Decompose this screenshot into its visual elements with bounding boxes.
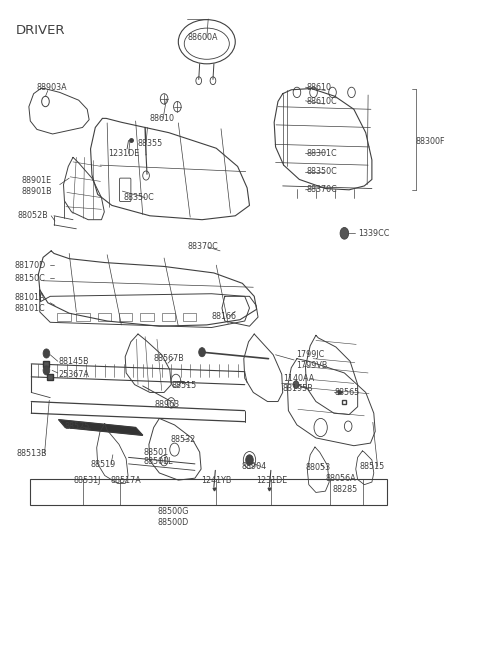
- Text: 88285: 88285: [333, 485, 358, 494]
- Bar: [119, 313, 132, 321]
- Bar: [183, 313, 196, 321]
- Text: 1339CC: 1339CC: [358, 229, 389, 238]
- Text: 88515: 88515: [360, 462, 385, 471]
- Text: 88525: 88525: [64, 422, 90, 432]
- Text: 88501L: 88501L: [143, 457, 173, 466]
- Text: 88300F: 88300F: [416, 138, 445, 146]
- Text: 88301C: 88301C: [306, 149, 337, 158]
- Text: 88195B: 88195B: [283, 384, 313, 393]
- Circle shape: [43, 365, 50, 375]
- Text: 88903A: 88903A: [37, 83, 68, 92]
- Polygon shape: [59, 420, 143, 436]
- Circle shape: [43, 349, 50, 358]
- Text: 1231DE: 1231DE: [256, 476, 288, 485]
- Text: 88904: 88904: [242, 462, 267, 471]
- Bar: [76, 313, 90, 321]
- Text: 1799VB: 1799VB: [296, 361, 327, 369]
- Text: 88370C: 88370C: [188, 242, 218, 252]
- Text: 88567B: 88567B: [154, 354, 184, 362]
- Text: 88355: 88355: [138, 139, 163, 147]
- Bar: [57, 313, 71, 321]
- Bar: [162, 313, 175, 321]
- Text: 88370C: 88370C: [306, 185, 337, 195]
- Text: 88501: 88501: [143, 448, 168, 457]
- Text: 88901E: 88901E: [22, 176, 52, 185]
- Text: 1231DE: 1231DE: [108, 149, 139, 158]
- Text: 88610: 88610: [150, 114, 175, 123]
- Text: 25367A: 25367A: [59, 370, 90, 379]
- Bar: [97, 313, 111, 321]
- Circle shape: [293, 381, 299, 388]
- Text: 88963: 88963: [155, 400, 180, 409]
- Circle shape: [199, 348, 205, 357]
- Text: 88517A: 88517A: [111, 476, 142, 485]
- Text: 88166: 88166: [212, 312, 237, 321]
- Text: 88500G: 88500G: [158, 508, 189, 516]
- Text: 88053: 88053: [305, 463, 331, 472]
- Circle shape: [246, 455, 253, 465]
- Text: 88519: 88519: [91, 460, 116, 469]
- Text: 88600A: 88600A: [188, 33, 218, 43]
- Text: 88145B: 88145B: [59, 357, 89, 365]
- Text: 88170D: 88170D: [14, 261, 46, 270]
- Text: 88350C: 88350C: [124, 193, 155, 202]
- Text: 88101C: 88101C: [14, 303, 45, 312]
- Circle shape: [340, 227, 348, 239]
- Text: 88052B: 88052B: [17, 212, 48, 220]
- Text: 88531J: 88531J: [74, 476, 101, 485]
- Text: 88515: 88515: [171, 381, 196, 390]
- Text: 1799JC: 1799JC: [296, 350, 324, 360]
- Text: 88500D: 88500D: [158, 518, 189, 527]
- Text: 88901B: 88901B: [22, 187, 52, 196]
- Text: 88532: 88532: [170, 436, 195, 444]
- Text: 88150C: 88150C: [14, 274, 46, 283]
- Text: 1241YB: 1241YB: [201, 476, 231, 485]
- Text: 1140AA: 1140AA: [283, 373, 314, 383]
- Bar: [140, 313, 154, 321]
- Text: 88565: 88565: [335, 388, 360, 397]
- Text: 88350C: 88350C: [306, 167, 337, 176]
- Text: 88610C: 88610C: [306, 97, 337, 106]
- Text: 88610: 88610: [306, 83, 331, 92]
- Text: DRIVER: DRIVER: [16, 24, 66, 37]
- Bar: [30, 479, 387, 506]
- Text: 88101A: 88101A: [14, 293, 45, 302]
- Text: 88056A: 88056A: [325, 474, 356, 483]
- Text: 88513B: 88513B: [16, 449, 47, 458]
